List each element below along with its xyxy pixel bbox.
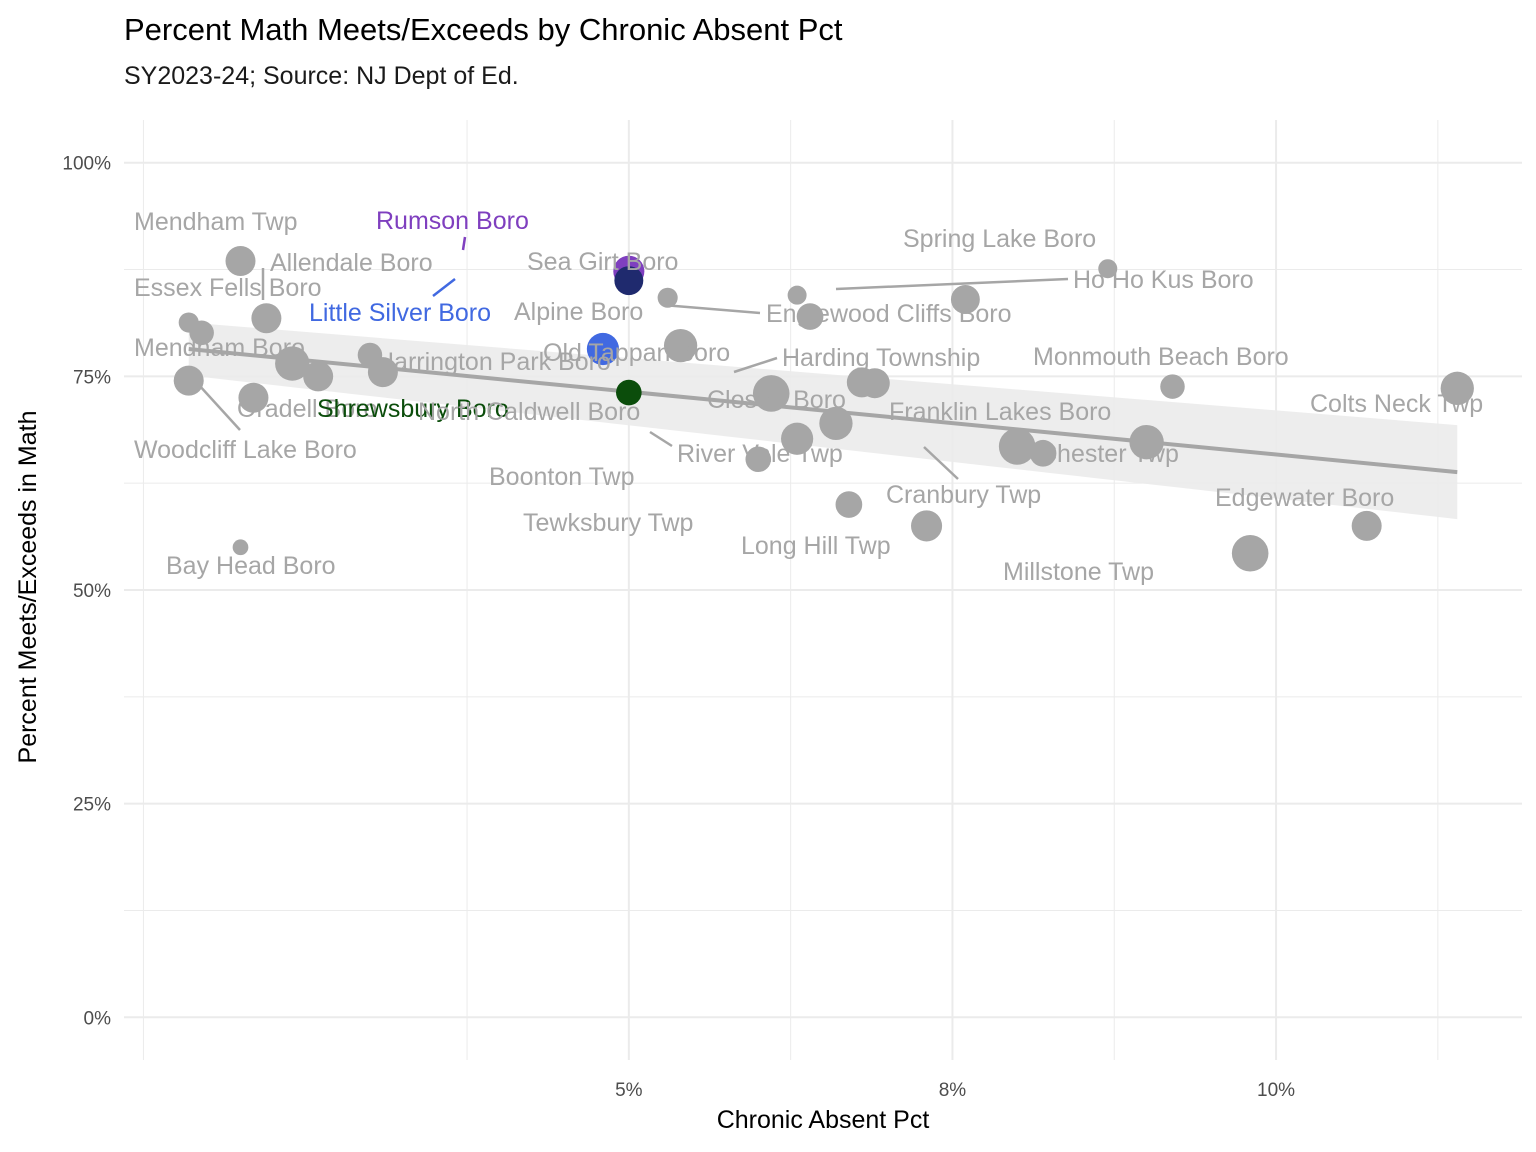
data-point — [950, 285, 980, 314]
x-axis-title: Chronic Absent Pct — [717, 1106, 930, 1134]
data-point — [911, 510, 943, 542]
data-point — [819, 406, 853, 441]
point-label: Sea Girt Boro — [527, 248, 678, 276]
y-tick-label: 50% — [73, 581, 111, 602]
chart-title: Percent Math Meets/Exceeds by Chronic Ab… — [124, 12, 843, 47]
label-leader-line — [733, 356, 778, 374]
point-label: Mendham Twp — [134, 208, 298, 236]
point-label: Spring Lake Boro — [903, 225, 1096, 253]
y-tick-label: 100% — [62, 154, 111, 175]
x-axis-ticks: 5% 8% 10% — [615, 1080, 1295, 1101]
point-label: Alpine Boro — [514, 298, 643, 326]
data-point — [1231, 534, 1269, 572]
data-point — [1098, 259, 1118, 279]
data-point — [303, 361, 334, 392]
point-label: Long Hill Twp — [741, 532, 891, 560]
point-label: Essex Fells Boro — [134, 274, 322, 302]
label-leader-line — [187, 372, 241, 431]
y-tick-label: 75% — [73, 367, 111, 388]
data-point — [998, 428, 1036, 465]
data-point — [614, 266, 644, 296]
label-leader-line — [461, 236, 467, 251]
point-label: Little Silver Boro — [309, 299, 491, 327]
data-point — [846, 367, 877, 398]
point-label: Englewood Cliffs Boro — [766, 300, 1012, 328]
point-label: Monmouth Beach Boro — [1033, 343, 1289, 371]
point-label: Millstone Twp — [1003, 558, 1154, 586]
point-label: Allendale Boro — [270, 249, 433, 277]
label-leader-line — [662, 303, 761, 315]
point-label: Harding Township — [782, 344, 980, 372]
point-label: Edgewater Boro — [1215, 484, 1394, 512]
point-label: Cranbury Twp — [886, 481, 1041, 509]
data-point — [189, 320, 214, 346]
x-tick-label: 8% — [939, 1080, 967, 1101]
data-point — [616, 379, 642, 406]
data-point — [835, 491, 863, 518]
point-label: Chester Twp — [1039, 440, 1179, 468]
point-label: Colts Neck Twp — [1310, 390, 1483, 418]
point-label: Rumson Boro — [376, 207, 529, 235]
y-tick-label: 25% — [73, 795, 111, 816]
point-label: Old Tappan Boro — [543, 339, 730, 367]
point-label: Boonton Twp — [489, 463, 634, 491]
data-points — [173, 246, 1474, 572]
label-leader-line — [649, 430, 673, 448]
point-label: Shrewsbury Boro — [317, 395, 509, 423]
data-point — [275, 346, 310, 381]
data-point — [1160, 374, 1185, 399]
point-label: Harrington Park Boro — [376, 348, 611, 376]
data-point — [796, 303, 824, 330]
data-point — [586, 332, 620, 366]
major-gridlines — [124, 120, 1522, 1060]
chart-subtitle: SY2023-24; Source: NJ Dept of Ed. — [124, 62, 519, 90]
data-point — [752, 375, 790, 412]
data-point — [173, 365, 204, 396]
data-point — [1351, 510, 1382, 541]
point-label: North Caldwell Boro — [418, 398, 640, 426]
data-point — [781, 422, 814, 455]
y-axis-title: Percent Meets/Exceeds in Math — [14, 411, 42, 764]
label-leader-line — [923, 446, 959, 480]
label-leader-line — [432, 278, 456, 297]
data-point — [745, 446, 772, 473]
trend-line — [188, 347, 1458, 475]
point-label: Woodcliff Lake Boro — [134, 436, 357, 464]
x-tick-label: 10% — [1257, 1080, 1295, 1101]
point-label: Ho Ho Kus Boro — [1073, 266, 1254, 294]
data-point — [1129, 424, 1164, 460]
trend-line-segment — [188, 347, 1458, 475]
point-label: Tewksbury Twp — [523, 509, 693, 537]
y-tick-label: 0% — [84, 1008, 112, 1029]
y-axis-ticks: 0% 25% 50% 75% 100% — [62, 154, 111, 1030]
point-label: Franklin Lakes Boro — [889, 398, 1111, 426]
data-point — [1029, 439, 1057, 467]
data-point — [1440, 371, 1474, 405]
data-point — [238, 382, 269, 413]
data-point — [225, 246, 256, 276]
data-point — [657, 287, 678, 308]
point-label: Oradell Boro — [237, 395, 377, 423]
x-tick-label: 5% — [615, 1080, 643, 1101]
point-label: Closter Boro — [707, 386, 846, 414]
data-point — [251, 303, 282, 334]
label-leader-line — [835, 277, 1069, 291]
point-label: Bay Head Boro — [166, 552, 336, 580]
data-point — [787, 285, 807, 305]
point-label: River Vale Twp — [677, 440, 843, 468]
data-point — [663, 328, 698, 363]
data-point — [367, 357, 398, 388]
point-label: Mendham Boro — [134, 334, 305, 362]
data-point — [232, 539, 249, 556]
